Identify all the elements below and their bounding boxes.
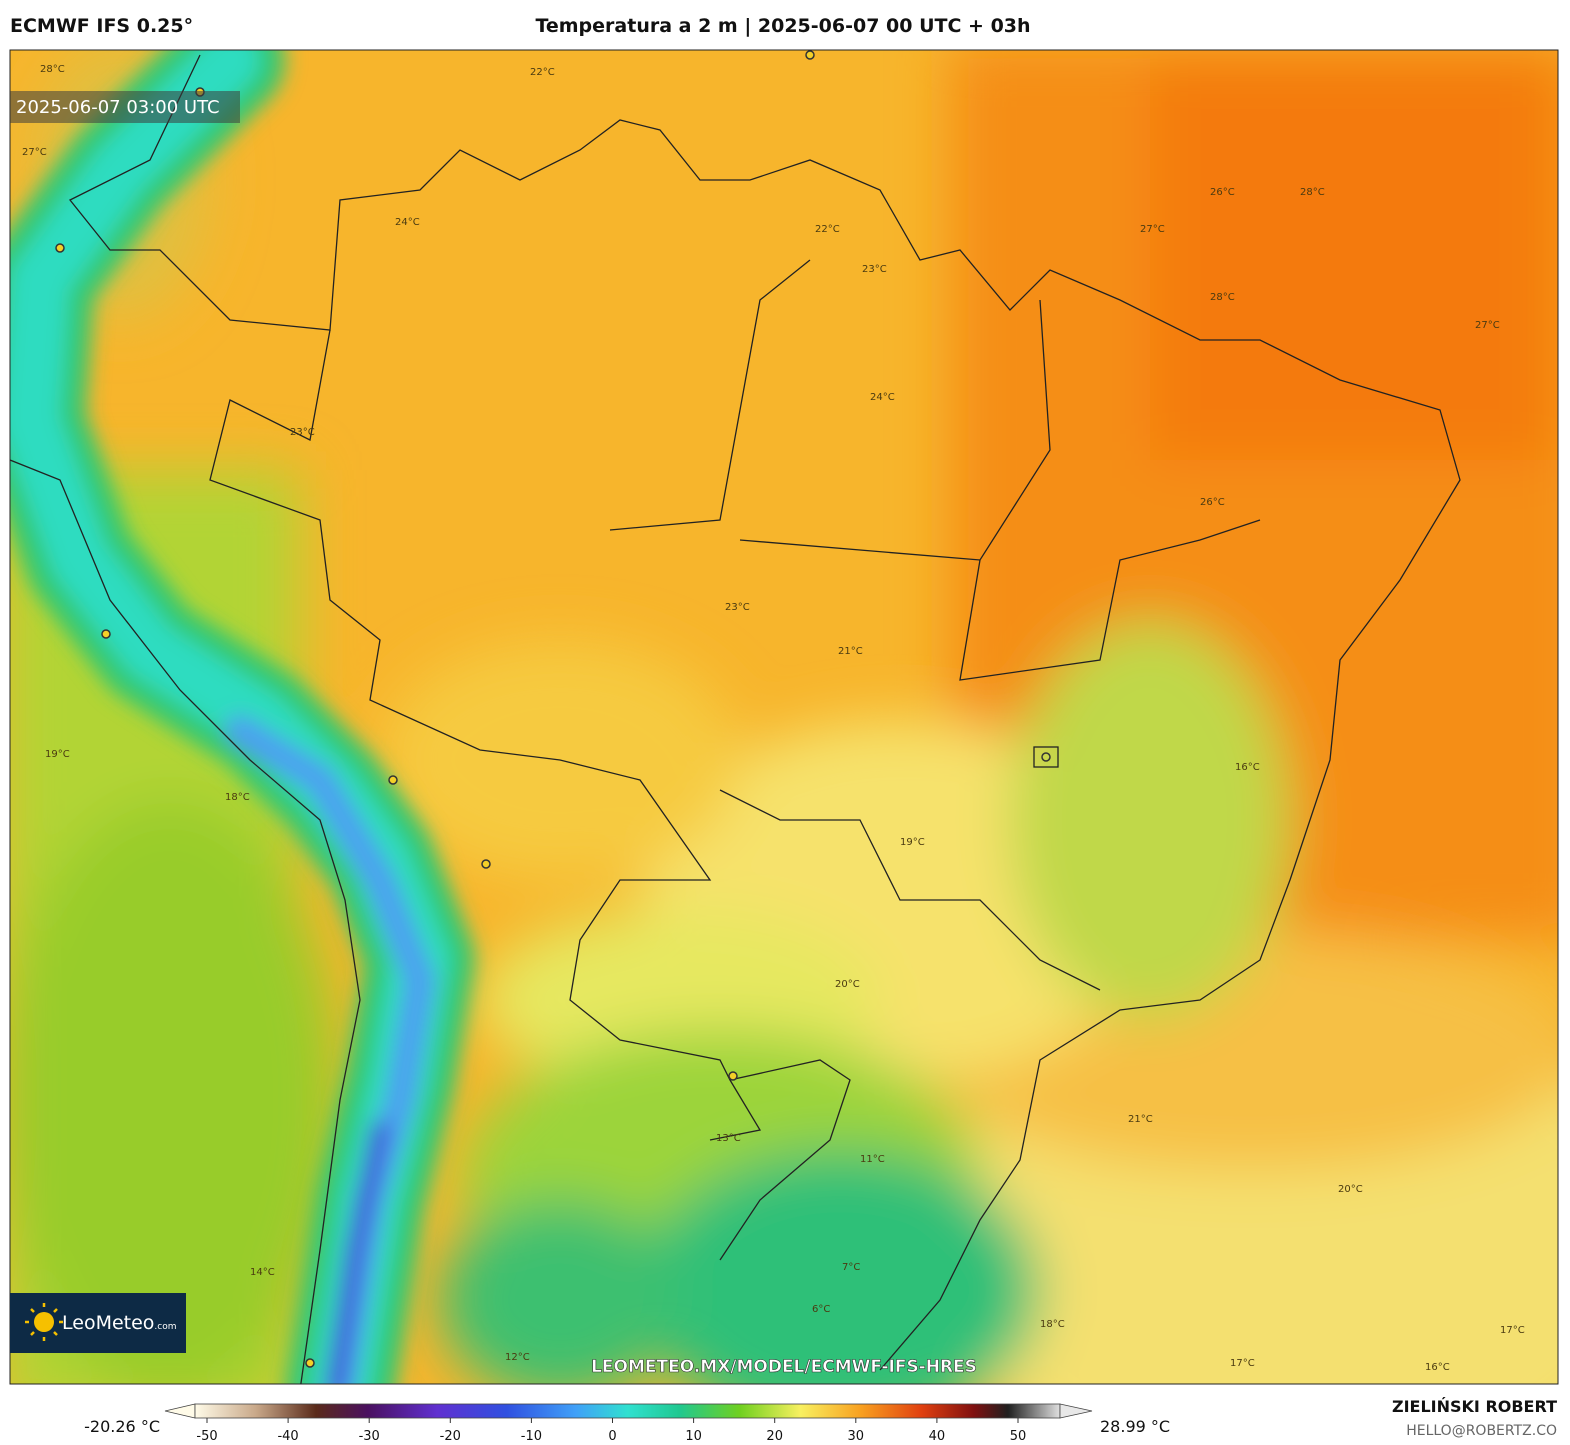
map-frame xyxy=(9,49,1559,1385)
contour-label: 22°C xyxy=(530,67,555,78)
colorbar-tick-label: -10 xyxy=(521,1429,542,1444)
contour-label: 20°C xyxy=(835,979,860,990)
logo-text: LeoMeteo.com xyxy=(62,1312,177,1334)
contour-label: 13°C xyxy=(716,1133,741,1144)
contour-label: 24°C xyxy=(395,217,420,228)
logo-rays xyxy=(25,1303,63,1341)
colorbar-tick-label: -30 xyxy=(359,1429,380,1444)
colorbar-max: 28.99 °C xyxy=(1100,1417,1170,1436)
contour-label: 21°C xyxy=(1128,1114,1153,1125)
contour-label: 26°C xyxy=(1200,497,1225,508)
colorbar xyxy=(194,1403,1061,1419)
contour-label: 14°C xyxy=(250,1267,275,1278)
colorbar-arrow-low xyxy=(164,1403,196,1419)
colorbar-tick-label: -20 xyxy=(440,1429,461,1444)
contour-label: 28°C xyxy=(1210,292,1235,303)
timestamp: 2025-06-07 03:00 UTC xyxy=(16,97,220,118)
contour-label: 6°C xyxy=(812,1304,830,1315)
contour-label: 27°C xyxy=(1140,224,1165,235)
contour-label: 21°C xyxy=(838,646,863,657)
colorbar-tick-label: 20 xyxy=(766,1429,783,1444)
colorbar-tick-label: 40 xyxy=(929,1429,946,1444)
author: ZIELIŃSKI ROBERT xyxy=(1392,1397,1557,1416)
contour-label: 18°C xyxy=(225,792,250,803)
model-name: ECMWF IFS 0.25° xyxy=(10,15,193,37)
colorbar-tick-label: 30 xyxy=(848,1429,865,1444)
contour-label: 7°C xyxy=(842,1262,860,1273)
contour-label: 22°C xyxy=(815,224,840,235)
contour-labels: 28°C 27°C 22°C 24°C 23°C 26°C 28°C 27°C 28°C 27°C… xyxy=(22,64,1525,1373)
contour-label: 20°C xyxy=(1338,1184,1363,1195)
email: HELLO@ROBERTZ.CO xyxy=(1406,1423,1557,1439)
contour-label: 12°C xyxy=(505,1352,530,1363)
contour-label: 17°C xyxy=(1500,1325,1525,1336)
contour-label: 16°C xyxy=(1235,762,1260,773)
colorbar-tick-label: 50 xyxy=(1010,1429,1027,1444)
contour-label: 11°C xyxy=(860,1154,885,1165)
colorbar-min: -20.26 °C xyxy=(84,1417,160,1436)
logo-suffix: .com xyxy=(154,1322,176,1332)
contour-label: 28°C xyxy=(40,64,65,75)
colorbar-arrow-high xyxy=(1059,1403,1093,1419)
map-title: Temperatura a 2 m | 2025-06-07 00 UTC + … xyxy=(535,15,1030,37)
colorbar-tick-label: -40 xyxy=(277,1429,298,1444)
contour-label: 19°C xyxy=(45,749,70,760)
colorbar-ticks: -50 -40 -30 -20 -10 0 10 20 30 40 50 xyxy=(196,1418,1026,1444)
contour-label: 23°C xyxy=(725,602,750,613)
contour-label: 18°C xyxy=(1040,1319,1065,1330)
contour-label: 23°C xyxy=(290,427,315,438)
colorbar-tick-label: -50 xyxy=(196,1429,217,1444)
map: 28°C 27°C 22°C 24°C 23°C 26°C 28°C 27°C 28°C 27°C… xyxy=(10,50,1558,1384)
contour-label: 28°C xyxy=(1300,187,1325,198)
logo-sun xyxy=(34,1312,54,1332)
colorbar-tick-label: 10 xyxy=(685,1429,702,1444)
contour-label: 27°C xyxy=(22,147,47,158)
contour-label: 19°C xyxy=(900,837,925,848)
timestamp-box xyxy=(10,91,240,123)
contour-label: 24°C xyxy=(870,392,895,403)
contour-label: 23°C xyxy=(862,264,887,275)
contour-label: 16°C xyxy=(1425,1362,1450,1373)
contour-label: 17°C xyxy=(1230,1358,1255,1369)
logo-name: LeoMeteo xyxy=(62,1312,154,1334)
colorbar-tick-label: 0 xyxy=(608,1429,616,1444)
contour-label: 26°C xyxy=(1210,187,1235,198)
contour-label: 27°C xyxy=(1475,320,1500,331)
borders xyxy=(10,54,1461,1384)
watermark: LEOMETEO.MX/MODEL/ECMWF-IFS-HRES xyxy=(591,1357,977,1377)
